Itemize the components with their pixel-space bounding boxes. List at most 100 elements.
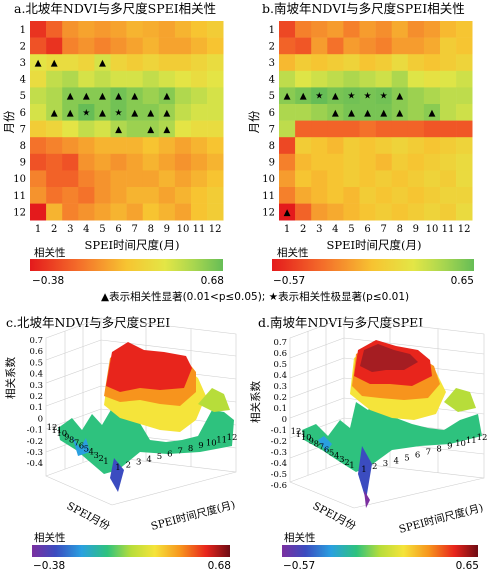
heatmap-cell bbox=[191, 87, 208, 105]
heatmap-cell bbox=[407, 187, 425, 204]
heatmap-cell bbox=[78, 137, 95, 155]
heatmap-cell bbox=[423, 137, 441, 155]
heatmap-cell bbox=[207, 87, 224, 105]
significance-note: ▲表示相关性显著(0.01<p≤0.05); ★表示相关性极显著(p≤0.01) bbox=[101, 290, 409, 303]
x-tick-label: 7 bbox=[380, 224, 386, 235]
heatmap-cell bbox=[359, 21, 376, 38]
heatmap-cell bbox=[375, 21, 392, 38]
heatmap-cell bbox=[30, 137, 47, 155]
heatmap-cell bbox=[46, 104, 63, 121]
heatmap-cell bbox=[174, 104, 192, 121]
heatmap-cell bbox=[46, 120, 63, 138]
y-tick-label: 6 bbox=[269, 108, 275, 119]
significance-marker: ▲ bbox=[51, 59, 58, 69]
z-tick-label: -0.2 bbox=[271, 437, 287, 447]
y-tick-label: 4 bbox=[20, 75, 26, 86]
panel-b-x-ticks: 1 2 3 4 5 6 7 8 9 10 11 12 bbox=[284, 224, 471, 235]
panel-b-colorbar-min: −0.57 bbox=[273, 275, 305, 287]
panel-c-xlabel: SPEI时间尺度(月) bbox=[149, 498, 236, 533]
month-tick-label: 5 bbox=[84, 445, 89, 455]
panel-d-colorbar bbox=[282, 545, 478, 557]
heatmap-cell bbox=[78, 120, 95, 138]
heatmap-cell bbox=[375, 104, 392, 121]
y-tick-label: 12 bbox=[262, 207, 275, 218]
heatmap-cell bbox=[375, 37, 392, 55]
heatmap-cell bbox=[311, 87, 328, 105]
scale-tick-label: 5 bbox=[404, 453, 409, 463]
heatmap-cell bbox=[375, 187, 392, 204]
heatmap-cell bbox=[142, 170, 160, 188]
heatmap-cell bbox=[440, 87, 457, 105]
heatmap-cell bbox=[456, 137, 473, 155]
heatmap-cell bbox=[407, 87, 425, 105]
scale-tick-label: 1 bbox=[115, 463, 120, 473]
heatmap-cell bbox=[207, 170, 224, 188]
significance-marker: ▲ bbox=[163, 125, 170, 135]
scale-tick-label: 3 bbox=[136, 458, 141, 468]
y-tick-label: 2 bbox=[269, 41, 275, 52]
scale-tick-label: 11 bbox=[216, 436, 227, 446]
heatmap-cell bbox=[62, 21, 79, 38]
month-tick-label: 9 bbox=[64, 432, 69, 442]
heatmap-cell bbox=[30, 104, 47, 121]
heatmap-cell bbox=[456, 37, 473, 55]
heatmap-cell bbox=[126, 104, 143, 121]
panel-d: d.南坡年NDVI与多尺度SPEI 0.70.60.50. bbox=[249, 315, 487, 570]
heatmap-cell bbox=[295, 120, 312, 138]
z-tick-label: -0.1 bbox=[271, 426, 287, 436]
x-tick-label: 6 bbox=[364, 224, 370, 235]
z-tick-label: -0.3 bbox=[27, 448, 43, 458]
heatmap-cell bbox=[327, 137, 344, 155]
panel-a-ylabel: 月份 bbox=[2, 110, 16, 133]
heatmap-cell bbox=[126, 37, 143, 55]
heatmap-cell bbox=[207, 153, 224, 171]
significance-marker: ▲ bbox=[67, 92, 74, 102]
heatmap-cell bbox=[174, 70, 192, 88]
heatmap-cell bbox=[375, 170, 392, 188]
scale-tick-label: 9 bbox=[447, 442, 452, 452]
heatmap-cell bbox=[94, 170, 111, 188]
heatmap-cell bbox=[343, 120, 360, 138]
significance-marker: ▲ bbox=[99, 59, 106, 69]
heatmap-cell bbox=[126, 137, 143, 155]
significance-marker: ▲ bbox=[348, 108, 355, 118]
y-tick-label: 7 bbox=[20, 124, 26, 135]
heatmap-cell bbox=[391, 21, 409, 38]
heatmap-cell bbox=[110, 120, 127, 138]
y-tick-label: 3 bbox=[269, 58, 275, 69]
heatmap-cell bbox=[407, 170, 425, 188]
scale-tick-label: 12 bbox=[227, 433, 238, 443]
heatmap-cell bbox=[158, 153, 176, 171]
scale-tick-label: 2 bbox=[126, 460, 131, 470]
month-tick-label: 2 bbox=[98, 454, 103, 464]
y-tick-label: 10 bbox=[262, 174, 275, 185]
z-tick-label: -0.4 bbox=[271, 459, 287, 469]
heatmap-cell bbox=[94, 87, 111, 105]
z-tick-label: -0.6 bbox=[271, 481, 287, 491]
heatmap-cell bbox=[359, 153, 376, 171]
heatmap-cell bbox=[110, 21, 127, 38]
heatmap-cell bbox=[359, 170, 376, 188]
heatmap-cell bbox=[423, 153, 441, 171]
heatmap-cell bbox=[46, 137, 63, 155]
panel-d-z-ticks: 0.70.60.50.40.30.20.10-0.1-0.2-0.3-0.4-0… bbox=[271, 338, 287, 491]
scale-tick-label: 5 bbox=[157, 452, 162, 462]
heatmap-cell bbox=[391, 170, 409, 188]
heatmap-cell bbox=[94, 137, 111, 155]
x-tick-label: 2 bbox=[300, 224, 306, 235]
month-tick-label: 9 bbox=[309, 436, 314, 446]
heatmap-cell bbox=[311, 104, 328, 121]
heatmap-cell bbox=[158, 70, 176, 88]
z-tick-label: 0.6 bbox=[273, 349, 287, 359]
heatmap-cell bbox=[343, 104, 360, 121]
heatmap-cell bbox=[327, 187, 344, 204]
heatmap-cell bbox=[311, 54, 328, 72]
heatmap-cell bbox=[142, 153, 160, 171]
heatmap-cell bbox=[343, 187, 360, 204]
heatmap-cell bbox=[391, 104, 409, 121]
x-tick-label: 1 bbox=[284, 224, 290, 235]
heatmap-cell bbox=[191, 203, 208, 221]
heatmap-cell bbox=[456, 87, 473, 105]
heatmap-cell bbox=[94, 203, 111, 221]
